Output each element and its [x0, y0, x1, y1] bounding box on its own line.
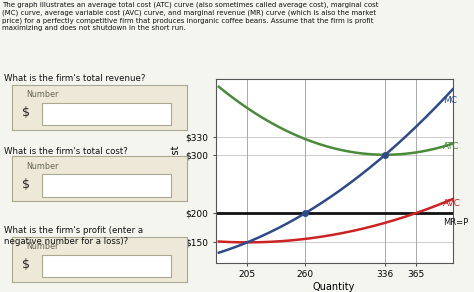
Text: Number: Number — [26, 90, 58, 99]
Text: What is the firm's total revenue?: What is the firm's total revenue? — [4, 74, 145, 84]
Text: $: $ — [22, 258, 30, 271]
Text: The graph illustrates an average total cost (ATC) curve (also sometimes called a: The graph illustrates an average total c… — [2, 1, 379, 32]
Text: Number: Number — [26, 242, 58, 251]
Text: MR=P: MR=P — [443, 218, 468, 227]
Text: Number: Number — [26, 162, 58, 171]
Text: AVC: AVC — [443, 199, 461, 208]
Text: ATC: ATC — [443, 142, 460, 151]
Text: MC: MC — [443, 96, 457, 105]
FancyBboxPatch shape — [42, 103, 172, 126]
FancyBboxPatch shape — [42, 255, 172, 277]
Text: $: $ — [22, 106, 30, 119]
Text: What is the firm's total cost?: What is the firm's total cost? — [4, 147, 128, 157]
Text: What is the firm's profit (enter a
negative number for a loss)?: What is the firm's profit (enter a negat… — [4, 226, 143, 246]
Y-axis label: Price, cost: Price, cost — [171, 146, 181, 196]
FancyBboxPatch shape — [42, 174, 172, 197]
X-axis label: Quantity: Quantity — [313, 282, 356, 292]
Text: $: $ — [22, 178, 30, 191]
